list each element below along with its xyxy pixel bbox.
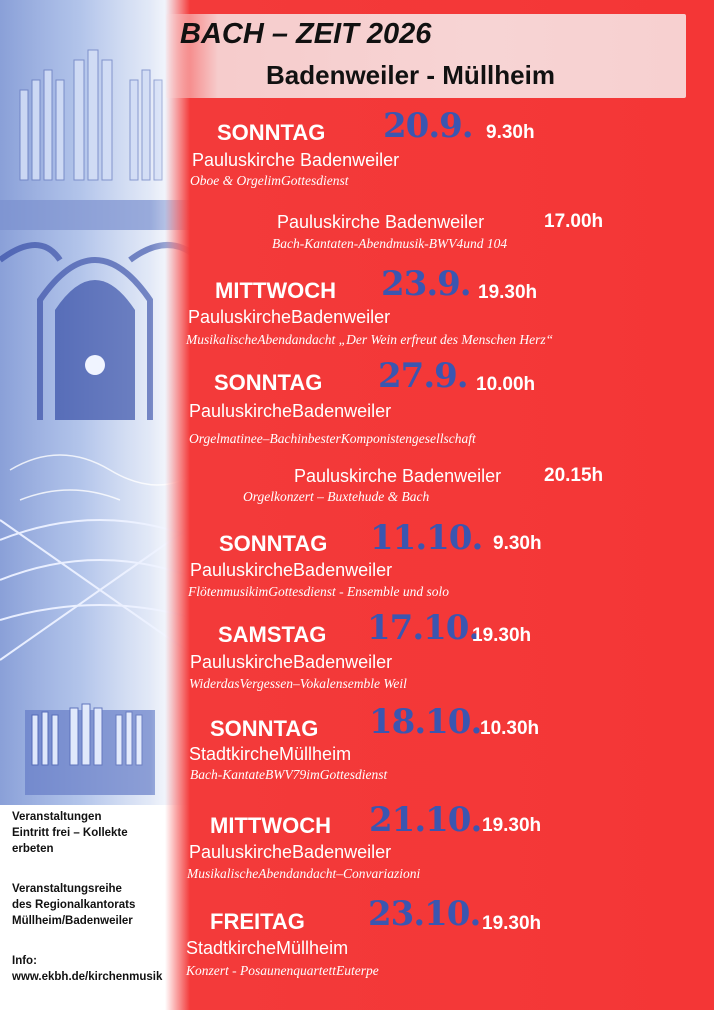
info-line: des Regionalkantorats	[12, 899, 136, 911]
page-title: BACH – ZEIT 2026	[180, 18, 432, 50]
info-website[interactable]: www.ekbh.de/kirchenmusik	[12, 971, 163, 983]
event-day: SONNTAG	[217, 120, 326, 145]
event-day: MITTWOCH	[210, 813, 331, 838]
event-time: 19.30h	[478, 282, 538, 303]
event-description: Oboe & OrgelimGottesdienst	[190, 173, 349, 188]
info-line: Eintritt frei – Kollekte	[12, 827, 128, 839]
event-venue: PauluskircheBadenweiler	[188, 307, 391, 327]
event-description: WiderdasVergessen–Vokalensemble Weil	[189, 676, 407, 691]
info-line: Müllheim/Badenweiler	[12, 915, 133, 927]
event-day: SONNTAG	[219, 531, 328, 556]
event-venue: PauluskircheBadenweiler	[190, 560, 393, 580]
event-venue: Pauluskirche Badenweiler	[277, 212, 485, 232]
header-banner	[166, 14, 686, 98]
event-description: MusikalischeAbendandacht „Der Wein erfre…	[186, 332, 554, 347]
event-venue: StadtkircheMüllheim	[189, 744, 352, 764]
event-venue: PauluskircheBadenweiler	[190, 652, 393, 672]
event-time: 10.30h	[480, 718, 540, 739]
event-day: SONNTAG	[210, 716, 319, 741]
event-description: Orgelmatinee–BachinbesterKomponistengese…	[189, 431, 476, 446]
info-line: erbeten	[12, 843, 54, 855]
info-line: Veranstaltungsreihe	[12, 883, 122, 895]
event-date: 23.9.	[381, 264, 472, 304]
event-date: 17.10.	[367, 608, 480, 648]
event-description: Konzert - PosaunenquartettEuterpe	[186, 963, 379, 978]
event-venue: PauluskircheBadenweiler	[189, 842, 392, 862]
event-time: 17.00h	[544, 211, 604, 232]
info-line: Veranstaltungen	[12, 811, 102, 823]
event-description: Bach-KantateBWV79imGottesdienst	[190, 767, 388, 782]
event-time: 10.00h	[476, 374, 536, 395]
event-venue: StadtkircheMüllheim	[186, 938, 349, 958]
event-venue: Pauluskirche Badenweiler	[294, 466, 502, 486]
event-description: Bach-Kantaten-Abendmusik-BWV4und 104	[272, 236, 508, 251]
event-time: 9.30h	[486, 122, 535, 143]
event-date: 27.9.	[378, 356, 469, 396]
event-description: Orgelkonzert – Buxtehude & Bach	[243, 489, 430, 504]
event-date: 11.10.	[370, 518, 483, 558]
program-background	[165, 0, 714, 1010]
event-description: MusikalischeAbendandacht–Convariazioni	[187, 866, 421, 881]
event-date: 20.9.	[383, 106, 474, 146]
info-line: Info:	[12, 955, 37, 967]
event-day: FREITAG	[210, 909, 305, 934]
event-description: FlötenmusikimGottesdienst - Ensemble und…	[188, 584, 449, 599]
event-day: MITTWOCH	[215, 278, 336, 303]
event-time: 19.30h	[482, 913, 542, 934]
event-time: 20.15h	[544, 465, 604, 486]
event-venue: Pauluskirche Badenweiler	[192, 150, 400, 170]
page-subtitle: Badenweiler - Müllheim	[266, 60, 555, 90]
event-date: 21.10.	[369, 800, 482, 840]
event-date: 18.10.	[369, 702, 482, 742]
event-time: 9.30h	[493, 533, 542, 554]
event-time: 19.30h	[472, 625, 532, 646]
event-date: 23.10.	[368, 894, 481, 934]
event-day: SONNTAG	[214, 370, 323, 395]
event-venue: PauluskircheBadenweiler	[189, 401, 392, 421]
event-day: SAMSTAG	[218, 622, 327, 647]
event-time: 19.30h	[482, 815, 542, 836]
